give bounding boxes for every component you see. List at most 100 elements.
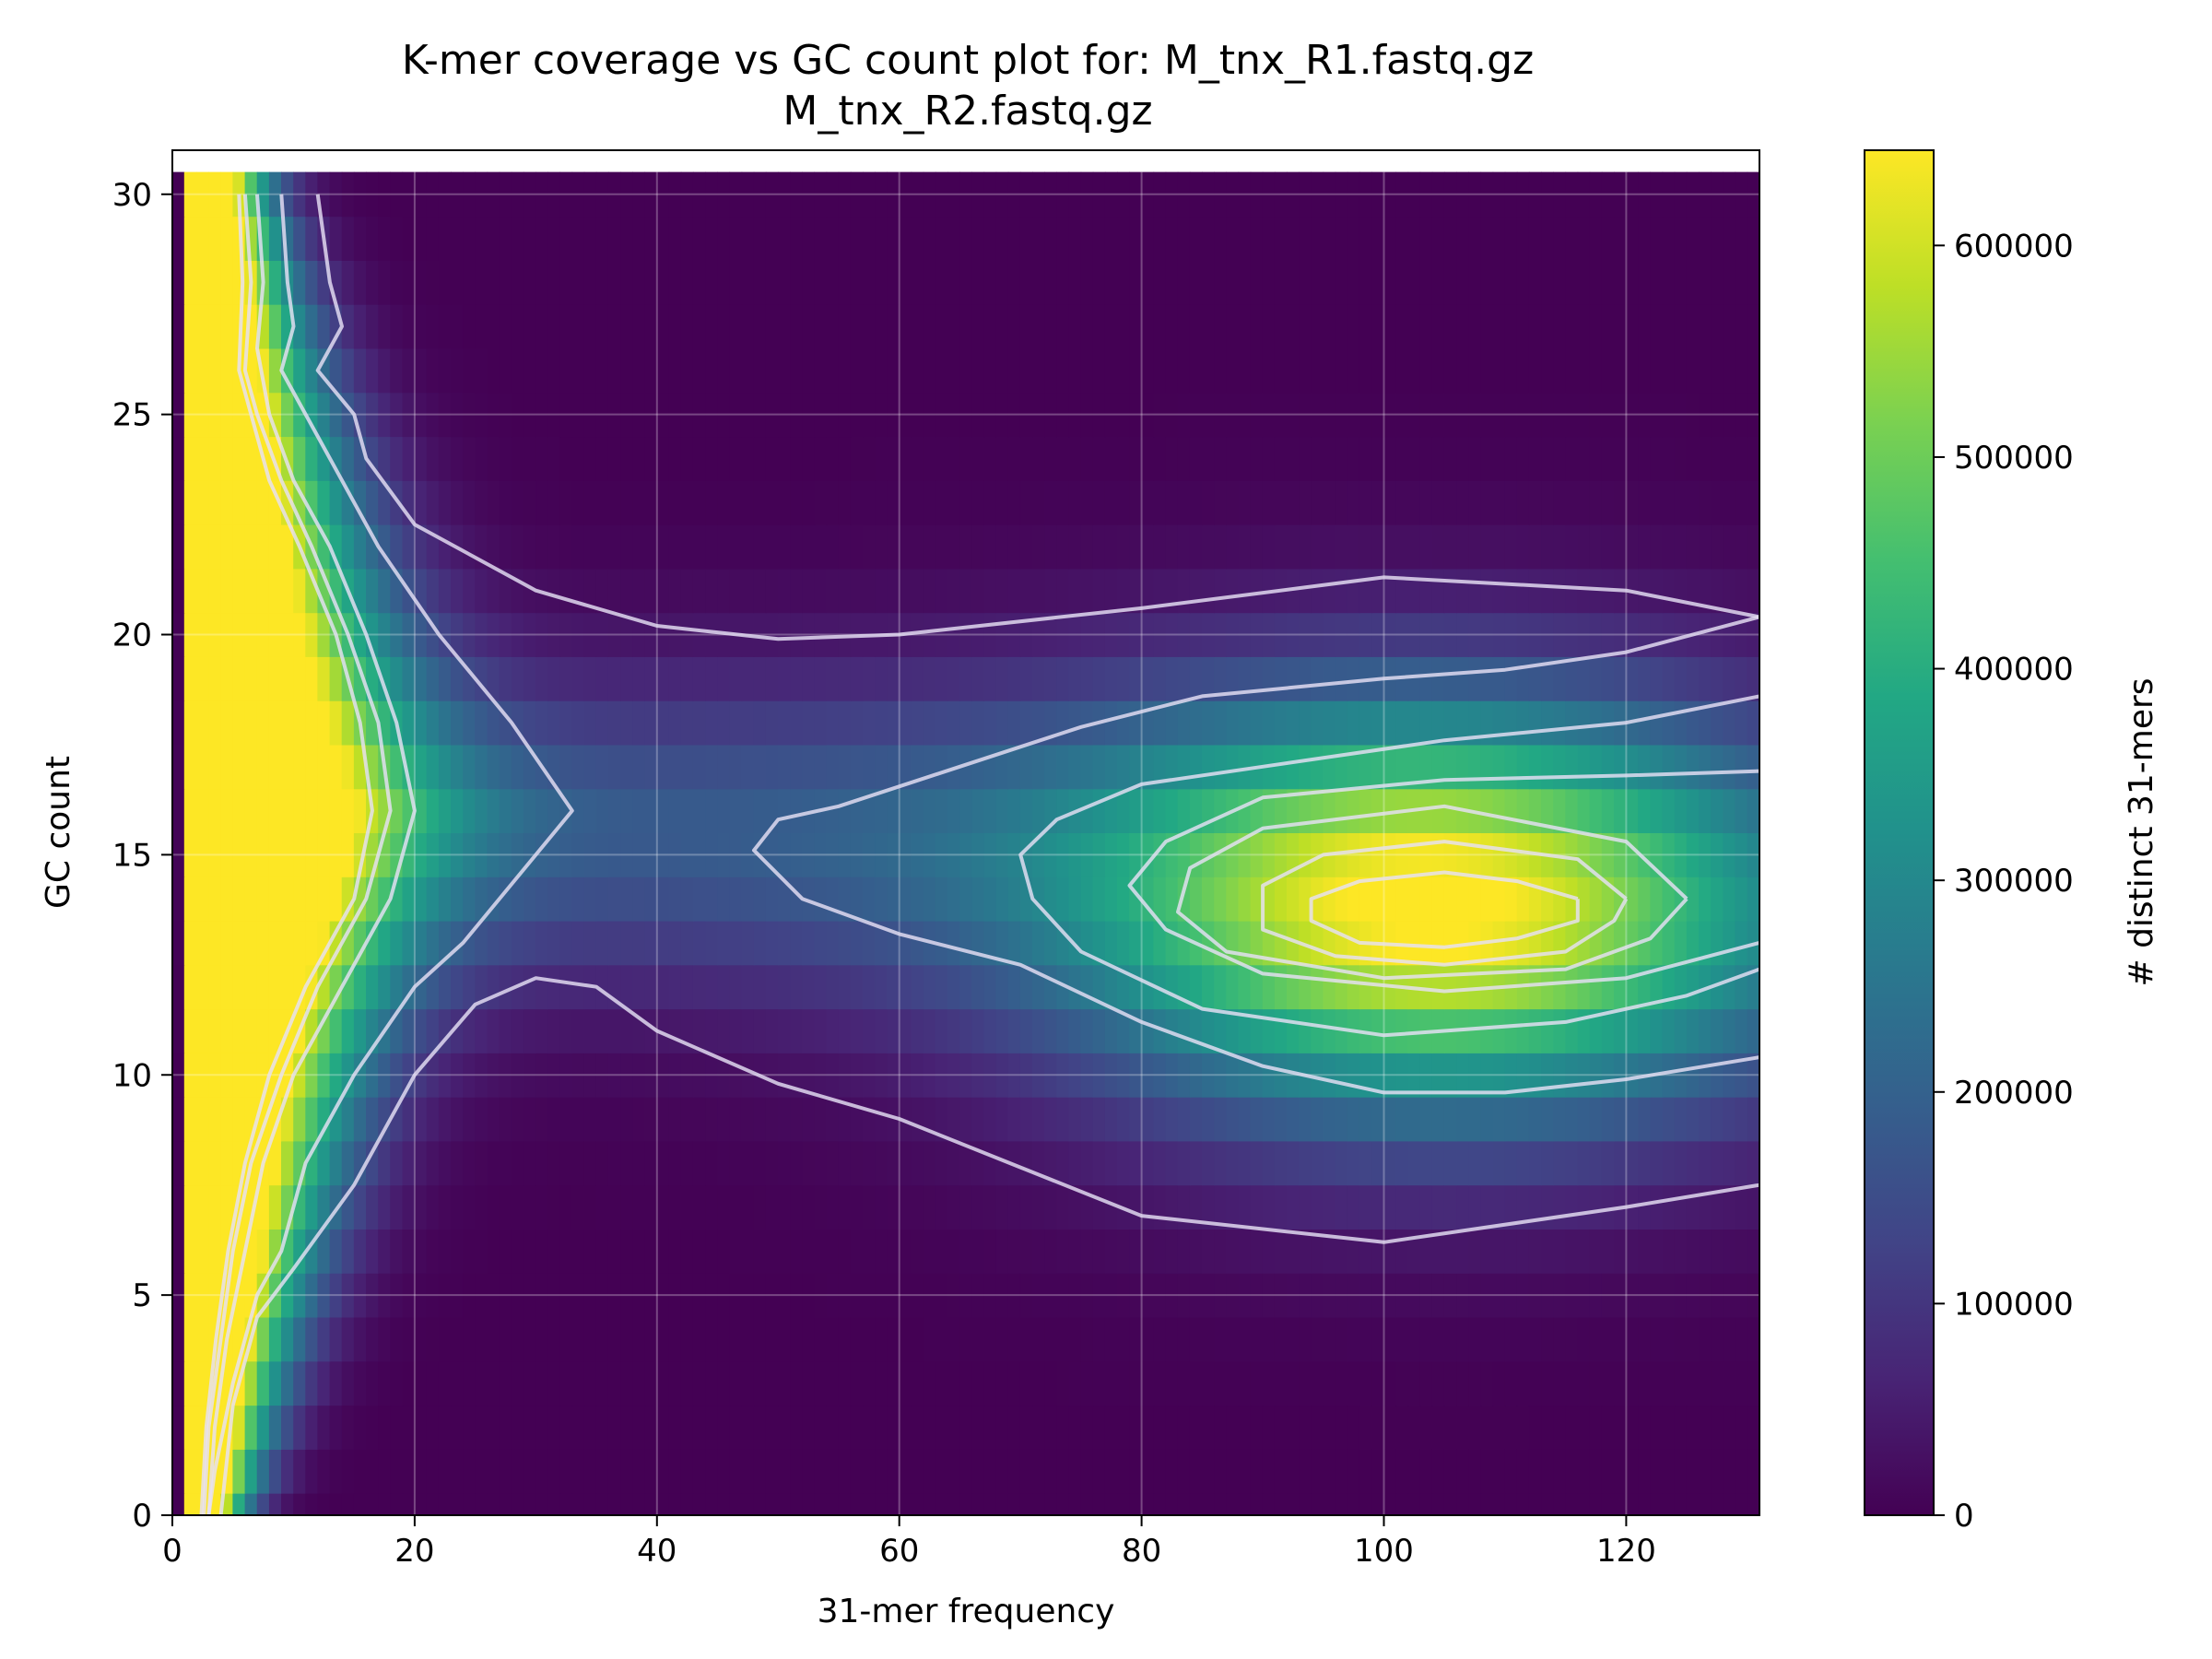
heatmap-cell xyxy=(1371,1316,1384,1362)
heatmap-cell xyxy=(705,1405,718,1450)
heatmap-cell xyxy=(1056,436,1070,481)
heatmap-cell xyxy=(1553,612,1567,657)
heatmap-cell xyxy=(838,744,852,790)
heatmap-cell xyxy=(571,1405,585,1450)
heatmap-cell xyxy=(1383,392,1397,438)
heatmap-cell xyxy=(559,1492,573,1515)
heatmap-cell xyxy=(644,1316,658,1362)
heatmap-cell xyxy=(583,1272,597,1318)
heatmap-cell xyxy=(595,1316,609,1362)
heatmap-cell xyxy=(668,347,682,394)
heatmap-cell xyxy=(511,436,524,481)
heatmap-cell xyxy=(390,1316,404,1362)
heatmap-cell xyxy=(547,1316,561,1362)
heatmap-cell xyxy=(1202,524,1215,570)
heatmap-cell xyxy=(1274,1405,1288,1450)
heatmap-cell xyxy=(281,700,294,746)
heatmap-cell xyxy=(620,1360,633,1406)
heatmap-cell xyxy=(196,392,209,438)
heatmap-cell xyxy=(1565,1140,1579,1186)
heatmap-cell xyxy=(1431,612,1445,657)
heatmap-cell xyxy=(1541,1008,1554,1053)
heatmap-cell xyxy=(1189,1096,1203,1142)
heatmap-cell xyxy=(523,700,536,746)
heatmap-cell xyxy=(1492,260,1506,305)
heatmap-cell xyxy=(268,1096,282,1142)
heatmap-cell xyxy=(1395,260,1409,305)
heatmap-cell xyxy=(1347,392,1360,438)
heatmap-cell xyxy=(632,1492,646,1515)
heatmap-cell xyxy=(850,347,864,394)
heatmap-cell xyxy=(1492,1405,1506,1450)
heatmap-cell xyxy=(595,303,609,349)
heatmap-cell xyxy=(1419,1492,1433,1515)
heatmap-cell xyxy=(692,1492,706,1515)
x-tick-label: 20 xyxy=(394,1533,434,1570)
heatmap-cell xyxy=(1638,392,1652,438)
heatmap-cell xyxy=(1141,788,1155,833)
heatmap-cell xyxy=(1032,1184,1045,1230)
heatmap-cell xyxy=(802,1053,816,1098)
heatmap-cell xyxy=(595,171,609,218)
heatmap-cell xyxy=(765,1449,779,1494)
heatmap-cell xyxy=(1299,1008,1312,1053)
heatmap-cell xyxy=(1711,1360,1724,1406)
heatmap-cell xyxy=(802,656,816,701)
heatmap-cell xyxy=(1601,524,1615,570)
heatmap-cell xyxy=(547,1096,561,1142)
heatmap-cell xyxy=(899,920,912,966)
heatmap-cell xyxy=(1577,1053,1591,1098)
heatmap-cell xyxy=(1528,612,1542,657)
heatmap-cell xyxy=(765,612,779,657)
heatmap-cell xyxy=(1407,436,1421,481)
heatmap-cell xyxy=(1068,700,1082,746)
heatmap-cell xyxy=(1504,171,1518,218)
heatmap-cell xyxy=(692,1096,706,1142)
heatmap-cell xyxy=(826,700,840,746)
heatmap-cell xyxy=(826,877,840,922)
heatmap-cell xyxy=(1274,964,1288,1010)
heatmap-cell xyxy=(1407,920,1421,966)
heatmap-cell xyxy=(1129,1449,1143,1494)
heatmap-cell xyxy=(1686,1096,1700,1142)
heatmap-cell xyxy=(1287,1316,1300,1362)
heatmap-cell xyxy=(208,303,221,349)
heatmap-cell xyxy=(1662,964,1676,1010)
heatmap-cell xyxy=(668,612,682,657)
heatmap-cell xyxy=(256,1492,270,1515)
heatmap-cell xyxy=(1007,1316,1021,1362)
heatmap-cell xyxy=(971,303,985,349)
heatmap-cell xyxy=(1177,656,1191,701)
heatmap-cell xyxy=(475,216,488,261)
heatmap-cell xyxy=(1177,568,1191,614)
heatmap-cell xyxy=(692,260,706,305)
heatmap-cell xyxy=(1662,788,1676,833)
heatmap-cell xyxy=(741,1272,755,1318)
heatmap-cell xyxy=(1007,877,1021,922)
heatmap-cell xyxy=(1638,347,1652,394)
heatmap-cell xyxy=(863,480,876,525)
heatmap-cell xyxy=(256,832,270,877)
heatmap-cell xyxy=(1711,612,1724,657)
heatmap-cell xyxy=(1395,744,1409,790)
heatmap-cell xyxy=(341,1272,355,1318)
heatmap-cell xyxy=(317,1140,331,1186)
heatmap-cell xyxy=(559,1316,573,1362)
heatmap-cell xyxy=(438,524,452,570)
heatmap-cell xyxy=(1650,1229,1664,1274)
heatmap-cell xyxy=(1456,436,1469,481)
heatmap-cell xyxy=(1311,436,1324,481)
heatmap-cell xyxy=(850,1184,864,1230)
heatmap-cell xyxy=(838,1316,852,1362)
heatmap-cell xyxy=(535,1229,548,1274)
heatmap-cell xyxy=(426,700,440,746)
heatmap-cell xyxy=(293,303,307,349)
heatmap-cell xyxy=(1626,612,1639,657)
heatmap-cell xyxy=(547,920,561,966)
heatmap-cell xyxy=(583,920,597,966)
heatmap-cell xyxy=(680,1492,694,1515)
heatmap-cell xyxy=(1359,347,1372,394)
heatmap-cell xyxy=(607,1140,621,1186)
heatmap-cell xyxy=(1274,216,1288,261)
heatmap-cell xyxy=(1311,303,1324,349)
